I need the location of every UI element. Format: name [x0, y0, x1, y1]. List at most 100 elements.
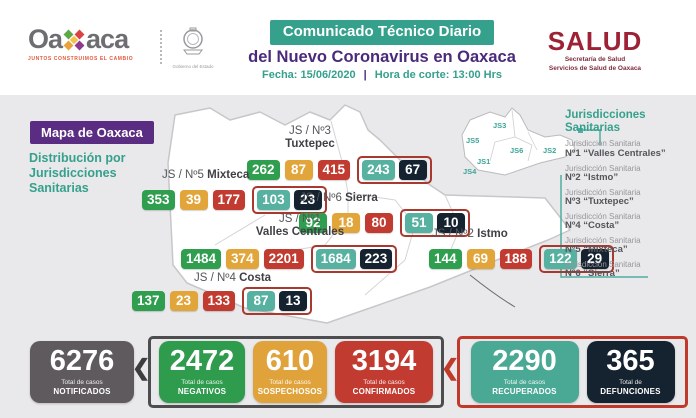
defunciones-tag: 23: [293, 190, 322, 210]
region-values: 92 18 80 51 10: [299, 209, 470, 237]
date-value: 15/06/2020: [300, 68, 356, 81]
legend-item-line1: Jurisdicción Sanitaria: [565, 139, 641, 149]
recuperados-tag: 87: [247, 291, 276, 311]
total-value: 2472: [169, 345, 235, 378]
total-box-recuperados: 2290 Total de casos RECUPERADOS: [470, 341, 579, 403]
oaxaca-word-start: Oa: [28, 24, 63, 54]
oaxaca-wordmark: Oa aca: [28, 26, 133, 53]
total-label-line1: Total de casos: [269, 378, 311, 386]
cutoff-label: Hora de corte:: [374, 68, 450, 81]
total-box-defunciones: 365 Total de DEFUNCIONES: [586, 341, 675, 403]
region-stats-sierra: JS / Nº6 Sierra 92 18 80 51 10: [299, 192, 470, 237]
negativos-tag: 262: [247, 160, 280, 180]
recuperados-defunciones-box: 243 67: [357, 156, 432, 184]
region-label-name: Mixteca: [207, 169, 250, 181]
cutoff-value: 13:00 Hrs: [452, 68, 502, 81]
region-values: 144 69 188 122 29: [429, 245, 614, 273]
negativos-tag: 1484: [181, 249, 222, 269]
sospechosos-tag: 69: [466, 249, 495, 269]
region-stats-mixteca: JS / Nº5 Mixteca 353 39 177 103 23: [142, 169, 327, 214]
recuperados-tag: 103: [257, 190, 290, 210]
legend-items: Jurisdicción Sanitaria Nº1 “Valles Centra…: [565, 139, 695, 280]
sospechosos-tag: 18: [332, 213, 360, 233]
minimap-label-js5: JS5: [466, 136, 479, 145]
salud-line1: Secretaría de Salud: [564, 56, 626, 63]
region-label-name: Costa: [239, 272, 272, 284]
map-subtitle: Distribución por Jurisdicciones Sanitari…: [29, 151, 126, 195]
date-separator: |: [363, 68, 367, 81]
total-value: 2290: [492, 345, 557, 378]
legend-item-line2: Nº6 “Sierra”: [565, 268, 620, 280]
legend: Jurisdicciones Sanitarias Jurisdicción S…: [565, 109, 695, 280]
total-slot-recuperados: 2290 Total de casos RECUPERADOS: [470, 341, 579, 403]
total-label-line1: Total de: [619, 378, 642, 386]
total-slot-sospechosos: 610 Total de casos SOSPECHOSOS: [253, 341, 327, 403]
oaxaca-logo: Oa aca JUNTOS CONSTRUIMOS EL CAMBIO: [28, 26, 133, 63]
recuperados-defunciones-box: 51 10: [400, 209, 470, 237]
confirmados-tag: 80: [365, 213, 393, 233]
region-label: JS / Nº1 Valles Centrales: [256, 213, 344, 238]
region-label-name: Istmo: [477, 228, 508, 240]
legend-item: Jurisdicción Sanitaria Nº4 “Costa”: [565, 212, 695, 232]
defunciones-tag: 13: [279, 291, 308, 311]
total-value: 610: [265, 345, 315, 378]
recuperados-defunciones-box: 122 29: [539, 245, 614, 273]
defunciones-tag: 10: [437, 213, 465, 233]
legend-item-line1: Jurisdicción Sanitaria: [565, 163, 641, 173]
legend-item: Jurisdicción Sanitaria Nº3 “Tuxtepec”: [565, 188, 695, 208]
minimap-label-js6: JS6: [510, 146, 523, 155]
total-label-line2: SOSPECHOSOS: [257, 386, 323, 396]
negativos-tag: 353: [142, 190, 175, 210]
defunciones-tag: 67: [398, 160, 427, 180]
state-seal: Gobierno del Estado: [170, 26, 216, 69]
total-label-line2: NOTIFICADOS: [53, 386, 111, 396]
header-title-block: Comunicado Técnico Diario del Nuevo Coro…: [232, 20, 532, 81]
region-values: 262 87 415 243 67: [247, 156, 432, 184]
negativos-tag: 144: [429, 249, 462, 269]
region-label-prefix: JS / Nº3: [289, 125, 331, 137]
salud-logo: SALUD Secretaría de Salud Servicios de S…: [520, 28, 670, 74]
mini-map: JS5 JS3 JS6 JS2 JS1 JS4: [461, 107, 576, 176]
title-badge: Comunicado Técnico Diario: [269, 20, 495, 45]
legend-item: Jurisdicción Sanitaria Nº2 “Istmo”: [565, 164, 695, 184]
negativos-tag: 137: [132, 291, 165, 311]
total-label-line1: Total de casos: [363, 378, 405, 386]
minimap-label-js4: JS4: [463, 167, 477, 176]
negativos-tag: 92: [299, 213, 327, 233]
region-label-prefix: JS / Nº5: [162, 169, 204, 181]
total-box-sospechosos: 610 Total de casos SOSPECHOSOS: [253, 341, 327, 403]
date-line: Fecha: 15/06/2020 | Hora de corte: 13:00…: [232, 69, 532, 81]
region-label-name: Valles Centrales: [255, 225, 345, 238]
total-slot-notificados: 6276 Total de casos NOTIFICADOS: [30, 341, 134, 403]
legend-item: Jurisdicción Sanitaria Nº6 “Sierra”: [565, 260, 695, 280]
salud-title: SALUD: [547, 26, 643, 56]
region-label: JS / Nº6 Sierra: [300, 192, 378, 205]
region-label-prefix: JS / Nº2: [432, 228, 474, 240]
recuperados-defunciones-box: 87 13: [242, 287, 313, 315]
legend-item-line2: Nº2 “Istmo”: [565, 171, 619, 183]
confirmados-tag: 2201: [263, 249, 304, 269]
total-box-negativos: 2472 Total de casos NEGATIVOS: [159, 341, 245, 403]
legend-item: Jurisdicción Sanitaria Nº1 “Valles Centra…: [565, 139, 695, 159]
total-value: 365: [606, 345, 655, 378]
minimap-label-js3: JS3: [493, 121, 506, 130]
state-crest-icon: [183, 27, 203, 55]
header: Oa aca JUNTOS CONSTRUIMOS EL CAMBIO: [0, 0, 696, 96]
recuperados-defunciones-box: 103 23: [252, 186, 327, 214]
total-box-confirmados: 3194 Total de casos CONFIRMADOS: [335, 341, 433, 403]
confirmados-tag: 177: [212, 190, 246, 210]
legend-item-line1: Jurisdicción Sanitaria: [565, 235, 641, 245]
legend-connector: [560, 128, 648, 278]
total-slot-defunciones: 365 Total de DEFUNCIONES: [586, 341, 675, 403]
region-label-name: Tuxtepec: [285, 137, 335, 150]
total-slot-negativos: 2472 Total de casos NEGATIVOS: [159, 341, 245, 403]
total-value: 6276: [49, 345, 115, 378]
confirmados-tag: 415: [317, 160, 351, 180]
total-slot-confirmados: 3194 Total de casos CONFIRMADOS: [335, 341, 433, 403]
region-values: 1484 374 2201 1684 223: [181, 245, 398, 273]
total-box-notificados: 6276 Total de casos NOTIFICADOS: [30, 341, 134, 403]
legend-item-line1: Jurisdicción Sanitaria: [565, 259, 641, 269]
region-label-prefix: JS / Nº4: [194, 272, 236, 284]
region-stats-istmo: JS / Nº2 Istmo 144 69 188 122 29: [429, 228, 614, 273]
